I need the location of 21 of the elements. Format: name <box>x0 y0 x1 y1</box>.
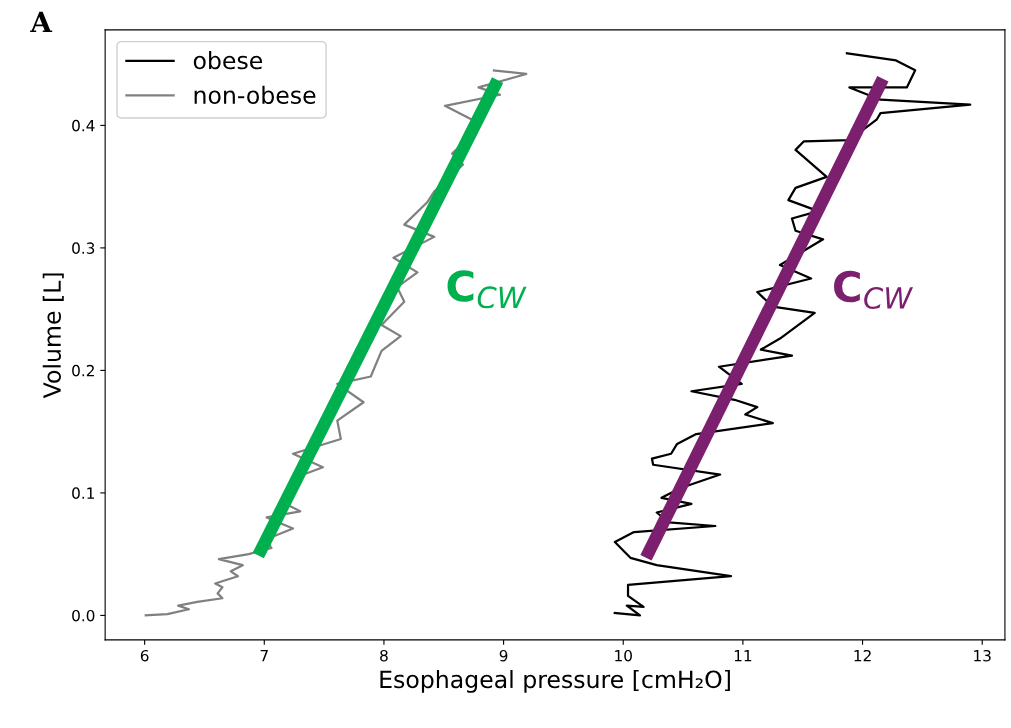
annotation: C$_{CW}$ <box>834 270 914 309</box>
annotation: C$_{CW}$ <box>447 270 527 309</box>
y-axis-title: Volume [L] <box>42 273 64 399</box>
x-tick-label: 13 <box>974 649 991 662</box>
x-axis-title: Esophageal pressure [cmH₂O] <box>380 669 730 693</box>
x-tick-label: 7 <box>260 650 268 662</box>
x-tick-label: 9 <box>499 649 508 662</box>
x-tick-label: 8 <box>380 649 388 662</box>
line-series <box>612 52 972 617</box>
y-tick-label: 0.3 <box>72 242 95 254</box>
x-tick-label: 12 <box>854 649 871 662</box>
y-tick-label: 0.2 <box>72 364 94 377</box>
text: A <box>30 11 53 33</box>
y-tick-label: 0.4 <box>72 119 95 132</box>
x-tick-label: 10 <box>615 649 632 662</box>
y-tick-label: 0.1 <box>72 487 95 499</box>
x-tick-label: 11 <box>734 650 752 662</box>
legend-label: non-obese <box>194 85 316 105</box>
y-tick-label: 0.0 <box>72 609 95 622</box>
x-tick-label: 6 <box>140 649 149 662</box>
legend-label: obese <box>193 51 263 70</box>
